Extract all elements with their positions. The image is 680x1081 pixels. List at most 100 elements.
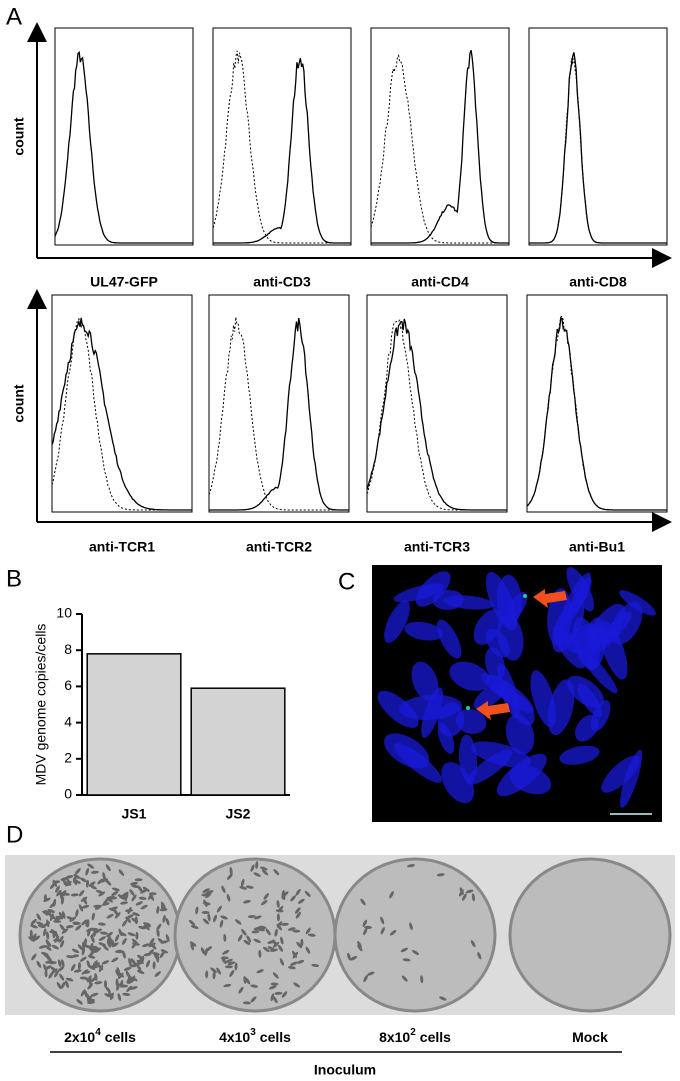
- plaque: [261, 869, 269, 876]
- histogram-label: anti-TCR2: [246, 539, 312, 555]
- panel-label: D: [6, 821, 23, 848]
- histogram-frame: [212, 27, 352, 246]
- plaque: [159, 951, 165, 959]
- plaque: [130, 958, 137, 965]
- chromosome: [393, 583, 445, 603]
- plaque: [223, 983, 232, 988]
- plaque: [111, 887, 120, 892]
- chromosome: [437, 722, 455, 754]
- histogram-curve: [529, 52, 667, 244]
- plaque: [462, 893, 467, 901]
- plaque: [229, 970, 235, 977]
- plaque: [61, 911, 66, 919]
- y-tick-label: 10: [56, 605, 72, 621]
- plaque: [106, 940, 111, 948]
- plaque: [71, 954, 80, 958]
- plaque: [118, 869, 125, 876]
- chromosome: [552, 599, 585, 653]
- plaque: [69, 916, 77, 922]
- histogram-label: anti-CD3: [253, 274, 311, 290]
- plaque: [93, 962, 100, 968]
- plaque: [45, 939, 50, 947]
- plaque: [121, 937, 127, 945]
- plaque: [87, 995, 93, 1003]
- plaque: [77, 944, 84, 951]
- plaque: [135, 931, 139, 940]
- plaque: [357, 944, 363, 952]
- plaque: [190, 942, 194, 951]
- plaque: [297, 898, 305, 904]
- y-axis-label: count: [11, 117, 27, 155]
- chromosome: [384, 733, 430, 769]
- plaque: [195, 906, 199, 915]
- plaque: [293, 982, 301, 988]
- chromosome: [473, 609, 503, 646]
- plaque: [65, 925, 74, 929]
- plaque: [98, 942, 107, 947]
- histogram-frame: [51, 294, 193, 513]
- plaque: [110, 906, 118, 911]
- plaque: [136, 964, 142, 972]
- plaque: [57, 959, 62, 968]
- arrow: [533, 589, 567, 608]
- plaque: [243, 939, 251, 945]
- label-base: Mock: [572, 1029, 608, 1045]
- plaque: [240, 878, 245, 887]
- plaque: [137, 885, 143, 893]
- y-axis-label: count: [11, 384, 27, 422]
- plaque: [78, 889, 85, 897]
- plaque: [212, 971, 216, 980]
- plaque: [90, 870, 99, 874]
- plaque: [120, 984, 129, 988]
- plaque: [268, 985, 277, 990]
- plaque: [201, 910, 210, 914]
- plaque: [87, 863, 95, 869]
- histogram-label: anti-TCR1: [89, 539, 155, 555]
- plaque: [239, 885, 247, 890]
- plaque: [79, 956, 87, 962]
- chromosome: [619, 590, 656, 616]
- histogram-curve: [213, 58, 351, 244]
- plaque: [251, 930, 260, 934]
- plaque: [436, 873, 445, 877]
- plaque: [360, 898, 366, 906]
- plaque: [152, 952, 160, 956]
- histogram-curve: [366, 318, 507, 511]
- plaque: [82, 941, 86, 950]
- plaque: [243, 900, 251, 904]
- plaque: [140, 888, 148, 894]
- plaque: [36, 960, 42, 968]
- panel-d: 2x104 cells 4x103 cells 8x102 cells Mock Inocul…: [5, 855, 675, 1078]
- histogram-label: anti-CD8: [569, 274, 627, 290]
- plaque: [362, 919, 368, 927]
- plaque: [103, 980, 107, 989]
- plaque: [363, 974, 368, 983]
- chromosome: [601, 755, 640, 793]
- plaque: [41, 951, 49, 956]
- plaque: [131, 894, 137, 902]
- plaque: [90, 992, 99, 997]
- plaque: [292, 929, 301, 933]
- plaque: [290, 895, 296, 902]
- plaque: [117, 993, 122, 1001]
- label-base: 2x10: [64, 1029, 95, 1045]
- plaque: [226, 893, 231, 902]
- plaque: [221, 885, 226, 894]
- plaque: [118, 928, 123, 937]
- plaque: [235, 919, 242, 925]
- histogram-curve: [212, 50, 351, 244]
- histogram-frame: [208, 294, 350, 513]
- plaque: [409, 922, 413, 931]
- plaque: [292, 951, 299, 959]
- plaque: [87, 1000, 96, 1005]
- plaque: [51, 944, 59, 950]
- plaque: [75, 909, 79, 917]
- plaque: [126, 985, 133, 993]
- plaque: [55, 885, 60, 893]
- plaque: [165, 917, 170, 926]
- plaque: [105, 986, 111, 994]
- plaque: [407, 864, 415, 868]
- histogram-curve: [209, 317, 349, 511]
- plaque: [250, 984, 259, 988]
- plaque: [80, 896, 88, 902]
